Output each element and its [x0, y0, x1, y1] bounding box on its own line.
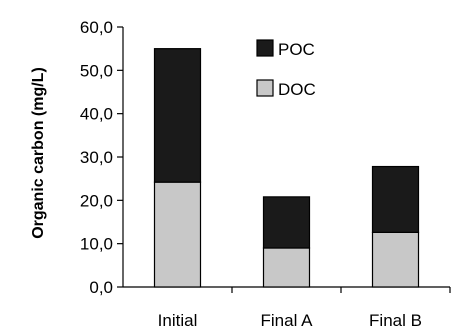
- y-tick-label: 10,0: [80, 235, 113, 254]
- bars: [153, 48, 420, 288]
- y-ticks: 0,0 10,0 20,0 30,0 40,0 50,0 60,0: [80, 18, 123, 297]
- y-tick-label: 40,0: [80, 105, 113, 124]
- y-tick-label: 30,0: [80, 148, 113, 167]
- x-category-label: Initial: [158, 311, 198, 330]
- legend-swatch-doc: [256, 79, 274, 97]
- y-tick-label: 0,0: [89, 278, 113, 297]
- legend-label-poc: POC: [278, 40, 315, 59]
- x-category-label: Final A: [261, 311, 314, 330]
- y-tick-label: 50,0: [80, 61, 113, 80]
- y-tick-label: 60,0: [80, 18, 113, 37]
- x-category-label: Final B: [369, 311, 422, 330]
- bar-segment-doc: [153, 181, 202, 288]
- bar-segment-doc: [262, 247, 311, 288]
- y-tick-label: 20,0: [80, 191, 113, 210]
- legend-swatch-poc: [256, 39, 274, 57]
- legend: POC DOC: [250, 27, 334, 105]
- bar-segment-poc: [262, 196, 311, 249]
- x-categories: Initial Final A Final B: [158, 287, 451, 330]
- bar-segment-poc: [153, 48, 202, 183]
- y-axis-title: Organic carbon (mg/L): [30, 67, 47, 239]
- legend-label-doc: DOC: [278, 80, 316, 99]
- bar-segment-poc: [371, 165, 420, 234]
- bar-segment-doc: [371, 231, 420, 288]
